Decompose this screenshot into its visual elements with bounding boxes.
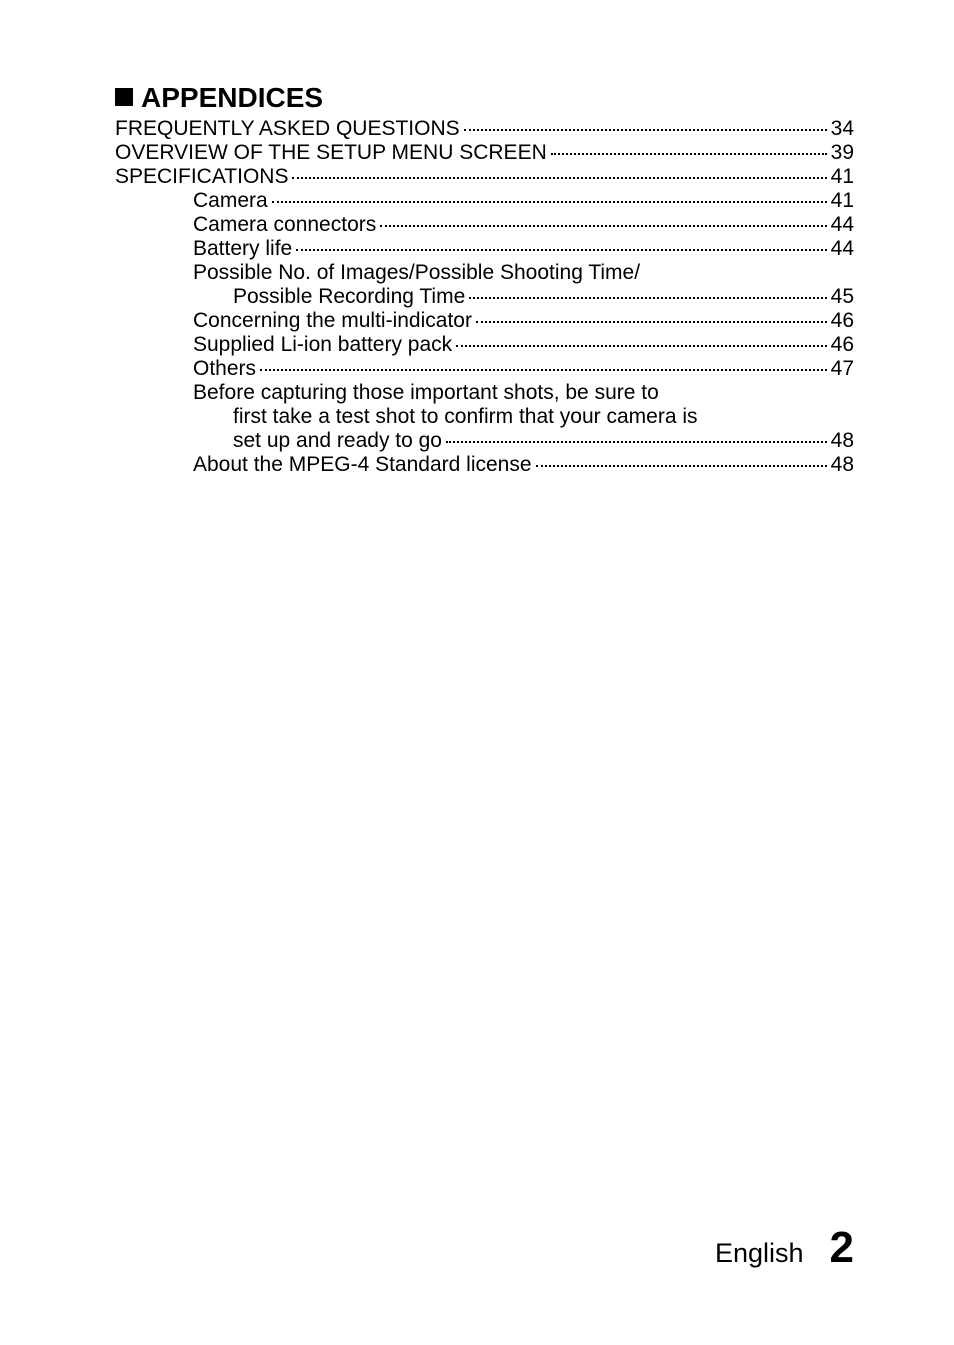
toc-leader-dots [456,345,826,347]
toc-entry[interactable]: FREQUENTLY ASKED QUESTIONS 34 [115,118,854,139]
toc-entry-page: 39 [831,142,854,163]
toc-entry[interactable]: Possible Recording Time 45 [115,286,854,307]
toc-entry-text: Camera [193,190,268,211]
toc-leader-dots [272,201,827,203]
section-title-text: APPENDICES [141,82,323,113]
toc-entry-text: Concerning the multi-indicator [193,310,472,331]
footer-language: English [715,1238,804,1269]
document-page: APPENDICES FREQUENTLY ASKED QUESTIONS 34 O… [0,0,954,1345]
toc-entry[interactable]: Possible No. of Images/Possible Shooting… [115,262,854,283]
toc-entry-page: 48 [831,430,854,451]
toc-entry[interactable]: About the MPEG-4 Standard license 48 [115,454,854,475]
page-footer: English 2 [715,1223,854,1273]
toc-entry[interactable]: Camera 41 [115,190,854,211]
toc-leader-dots [469,297,826,299]
toc-entry-text: FREQUENTLY ASKED QUESTIONS [115,118,460,139]
toc-entry-text: Camera connectors [193,214,376,235]
toc-entry-text: Possible No. of Images/Possible Shooting… [193,262,640,283]
toc-entry[interactable]: set up and ready to go 48 [115,430,854,451]
toc-entry-page: 44 [831,238,854,259]
toc-entry-text: first take a test shot to confirm that y… [233,406,698,427]
toc-entry[interactable]: first take a test shot to confirm that y… [115,406,854,427]
toc-entry[interactable]: Camera connectors 44 [115,214,854,235]
toc-entry-page: 41 [831,190,854,211]
toc-entry-page: 47 [831,358,854,379]
toc-entry-text: About the MPEG-4 Standard license [193,454,532,475]
toc-entry-page: 41 [831,166,854,187]
toc-entry[interactable]: SPECIFICATIONS 41 [115,166,854,187]
toc-entry-text: OVERVIEW OF THE SETUP MENU SCREEN [115,142,547,163]
toc-entry[interactable]: Battery life 44 [115,238,854,259]
toc-leader-dots [476,321,827,323]
toc-leader-dots [380,225,826,227]
toc-entry[interactable]: OVERVIEW OF THE SETUP MENU SCREEN 39 [115,142,854,163]
toc-entry-page: 45 [831,286,854,307]
toc-leader-dots [292,177,826,179]
toc-entry-text: Others [193,358,256,379]
toc-entry-text: SPECIFICATIONS [115,166,288,187]
toc-entry[interactable]: Before capturing those important shots, … [115,382,854,403]
footer-page-number: 2 [830,1223,854,1273]
toc-entry-text: Before capturing those important shots, … [193,382,659,403]
toc-leader-dots [446,441,827,443]
toc-leader-dots [296,249,826,251]
toc-leader-dots [260,369,827,371]
toc-entry[interactable]: Others 47 [115,358,854,379]
toc-entry-page: 34 [831,118,854,139]
section-heading: APPENDICES [115,82,854,114]
square-bullet-icon [115,88,133,106]
toc-entry-page: 48 [831,454,854,475]
toc-entry[interactable]: Concerning the multi-indicator 46 [115,310,854,331]
toc-leader-dots [464,129,827,131]
toc-entry-text: set up and ready to go [233,430,442,451]
table-of-contents: FREQUENTLY ASKED QUESTIONS 34 OVERVIEW OF … [115,118,854,475]
toc-entry-page: 46 [831,334,854,355]
toc-leader-dots [536,465,827,467]
toc-entry-text: Battery life [193,238,292,259]
toc-leader-dots [551,153,827,155]
toc-entry[interactable]: Supplied Li-ion battery pack 46 [115,334,854,355]
toc-entry-text: Supplied Li-ion battery pack [193,334,452,355]
toc-entry-text: Possible Recording Time [233,286,465,307]
toc-entry-page: 46 [831,310,854,331]
toc-entry-page: 44 [831,214,854,235]
